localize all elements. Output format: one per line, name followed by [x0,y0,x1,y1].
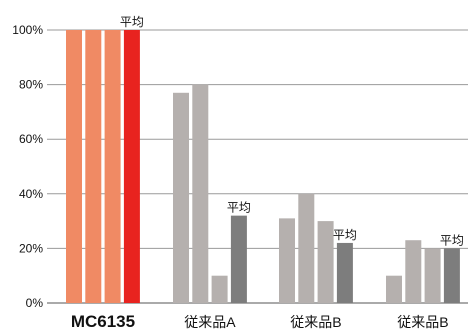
bar [424,248,441,303]
y-tick-label: 100% [12,23,43,37]
y-tick-label: 80% [19,78,43,92]
bar [317,221,334,303]
category-label: 従来品B [397,314,448,330]
average-bar [336,242,353,303]
bar [386,275,402,303]
average-label: 平均 [440,233,464,247]
bar [298,193,315,303]
average-bar [443,248,460,303]
bar [173,92,189,303]
average-label: 平均 [227,201,251,215]
bar [85,30,102,303]
average-label: 平均 [120,15,144,29]
category-label: 従来品A [184,314,236,330]
bar [211,275,228,303]
bars [66,30,460,303]
y-tick-label: 0% [26,296,44,310]
bar [192,84,209,303]
bar [104,30,121,303]
category-label: 従来品B [290,314,341,330]
y-tick-label: 20% [19,241,43,255]
y-tick-label: 60% [19,132,43,146]
average-bar [230,215,247,303]
average-bar [123,30,140,303]
y-axis-ticks: 0% 20% 40% 60% 80% 100% [12,23,43,310]
y-tick-label: 40% [19,187,43,201]
bar [405,240,422,303]
average-label: 平均 [333,228,357,242]
category-label: MC6135 [71,312,135,331]
bar [66,30,82,303]
bar [279,218,295,303]
